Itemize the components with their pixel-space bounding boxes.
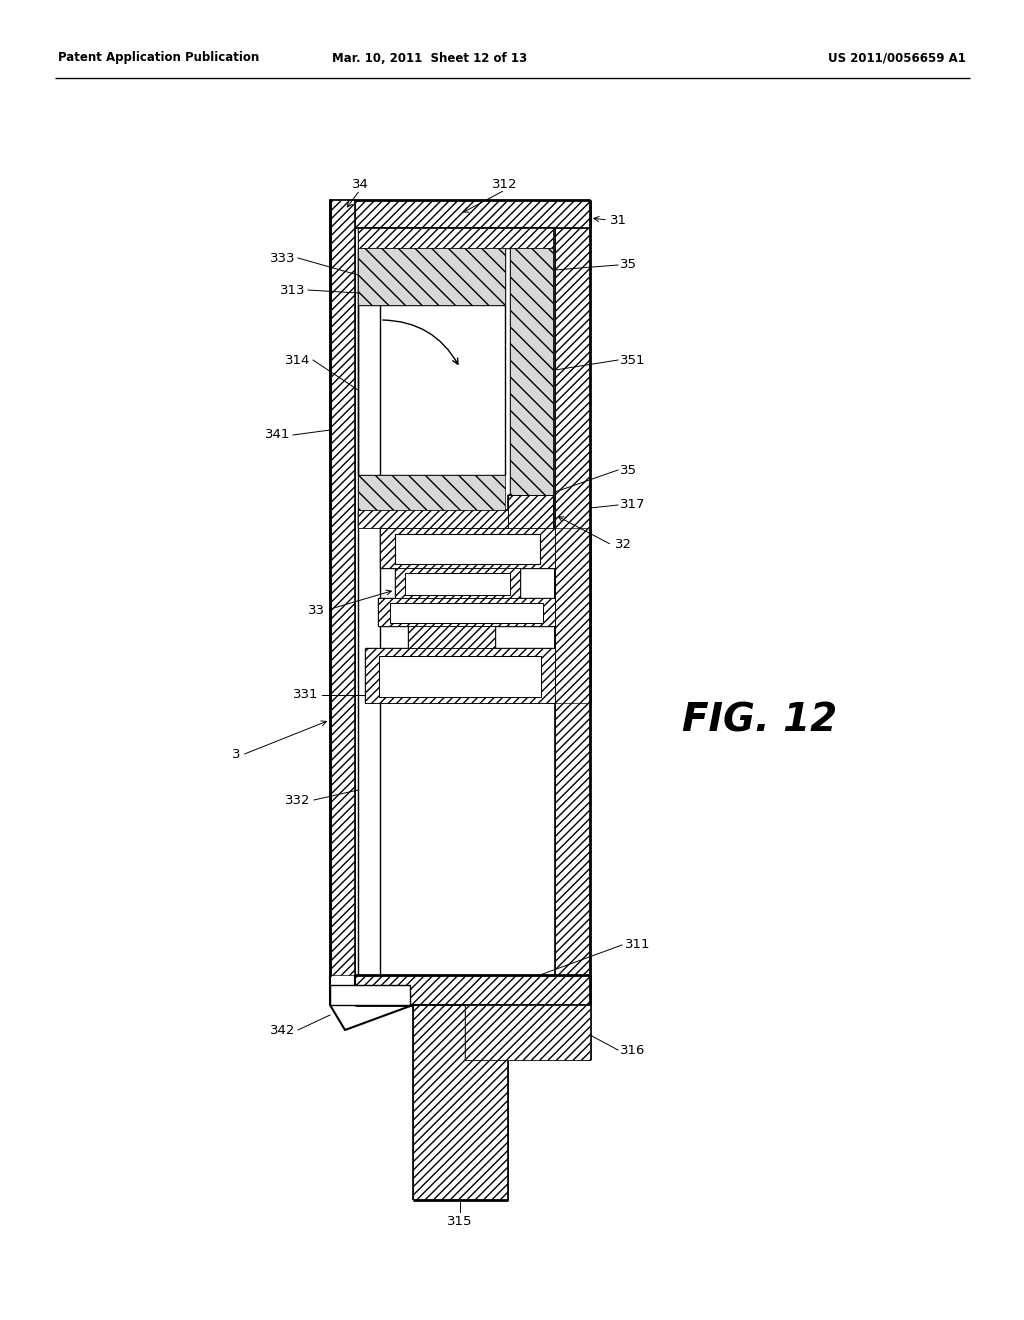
Text: FIG. 12: FIG. 12 bbox=[682, 701, 838, 739]
Text: 316: 316 bbox=[620, 1044, 645, 1056]
Bar bbox=[555, 201, 590, 1060]
Text: 35: 35 bbox=[620, 463, 637, 477]
Bar bbox=[408, 626, 495, 648]
Text: 315: 315 bbox=[447, 1214, 473, 1228]
Text: 332: 332 bbox=[285, 793, 310, 807]
Text: Patent Application Publication: Patent Application Publication bbox=[58, 51, 259, 65]
Bar bbox=[555, 528, 590, 704]
Text: 341: 341 bbox=[264, 429, 290, 441]
Text: 342: 342 bbox=[269, 1023, 295, 1036]
Bar bbox=[508, 495, 553, 535]
Bar bbox=[510, 248, 553, 510]
Bar bbox=[330, 985, 410, 1005]
Bar bbox=[379, 656, 541, 697]
Bar bbox=[413, 1005, 508, 1200]
Text: 33: 33 bbox=[308, 603, 325, 616]
Text: 32: 32 bbox=[615, 539, 632, 552]
Bar bbox=[378, 598, 555, 626]
Text: 317: 317 bbox=[620, 499, 645, 511]
Text: 35: 35 bbox=[620, 259, 637, 272]
Bar bbox=[465, 1005, 590, 1060]
Bar bbox=[330, 201, 355, 975]
Bar bbox=[395, 535, 540, 564]
Text: 314: 314 bbox=[285, 354, 310, 367]
Bar bbox=[395, 568, 520, 598]
Text: 31: 31 bbox=[610, 214, 627, 227]
Text: 333: 333 bbox=[269, 252, 295, 264]
Bar bbox=[406, 573, 510, 595]
Bar bbox=[355, 975, 590, 1005]
Bar bbox=[330, 201, 590, 228]
Bar bbox=[365, 648, 555, 704]
Bar bbox=[358, 510, 553, 528]
Text: 3: 3 bbox=[231, 748, 240, 762]
Text: 311: 311 bbox=[625, 939, 650, 952]
Bar bbox=[358, 228, 553, 248]
Text: US 2011/0056659 A1: US 2011/0056659 A1 bbox=[828, 51, 966, 65]
Text: 313: 313 bbox=[280, 284, 305, 297]
Text: Mar. 10, 2011  Sheet 12 of 13: Mar. 10, 2011 Sheet 12 of 13 bbox=[333, 51, 527, 65]
Text: 312: 312 bbox=[493, 178, 518, 191]
Bar bbox=[380, 528, 555, 568]
Text: 331: 331 bbox=[293, 689, 318, 701]
Bar bbox=[390, 603, 543, 623]
Text: 34: 34 bbox=[351, 178, 369, 191]
Text: 351: 351 bbox=[620, 354, 645, 367]
Bar bbox=[358, 475, 505, 510]
Bar bbox=[358, 248, 505, 305]
